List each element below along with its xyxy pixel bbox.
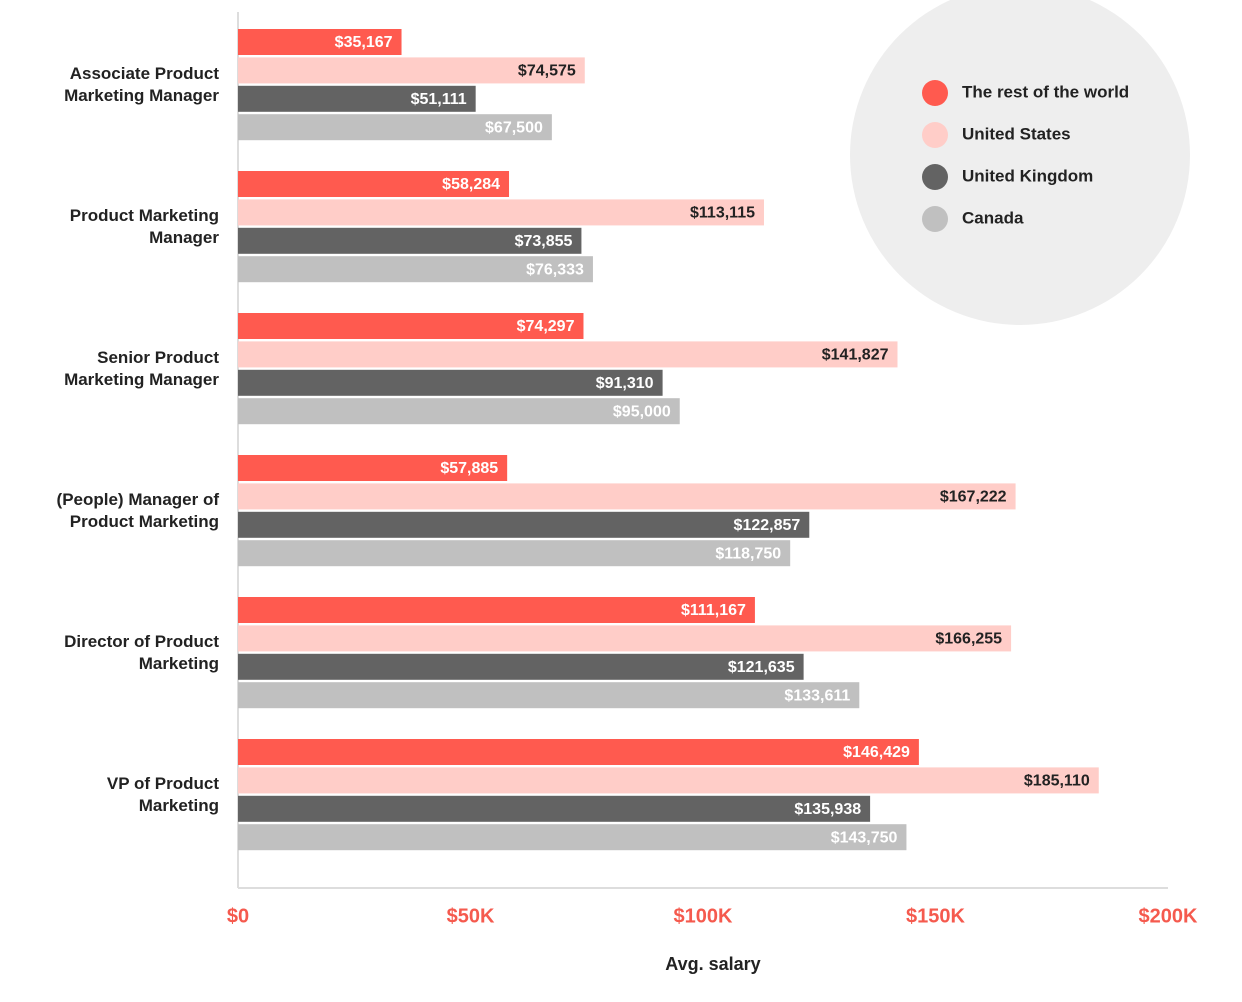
value-label: $141,827 [822,347,889,364]
value-label: $58,284 [442,176,500,193]
category-label: Associate Product Marketing Manager [64,63,219,105]
bar [238,341,898,368]
bar [238,29,402,55]
legend-label: United Kingdom [962,166,1093,185]
bar [238,540,791,567]
category-label: Director of Product Marketing [64,631,219,673]
value-label: $143,750 [831,829,898,846]
value-label: $35,167 [335,34,393,51]
bar [238,398,680,425]
value-label: $91,310 [596,375,654,392]
bar [238,795,871,822]
bar [238,455,508,481]
bar [238,597,755,623]
value-label: $118,750 [715,545,781,562]
bar [238,767,1099,794]
bar [238,824,907,851]
legend-label: United States [962,124,1071,143]
x-tick-label: $200K [1139,905,1198,927]
x-tick-label: $150K [906,905,965,927]
value-label: $51,111 [411,91,467,108]
bar [238,483,1016,510]
category-label: Senior Product Marketing Manager [64,347,219,389]
value-label: $121,635 [728,659,795,676]
value-label: $113,115 [690,205,755,222]
value-label: $95,000 [613,403,671,420]
value-label: $74,297 [517,318,575,335]
category-label: (People) Manager of Product Marketing [56,489,219,531]
value-label: $135,938 [794,801,861,818]
x-tick-label: $50K [447,905,495,927]
x-axis-label: Avg. salary [665,954,760,974]
value-label: $133,611 [784,687,850,704]
category-label: VP of Product Marketing [106,773,219,815]
bar [238,256,593,283]
legend-swatch [922,80,948,106]
bar [238,114,552,141]
bar [238,625,1012,652]
value-label: $167,222 [940,489,1007,506]
legend-label: Canada [962,208,1024,227]
value-label: $111,167 [681,602,746,619]
bar [238,369,663,396]
legend-label: The rest of the world [962,82,1129,101]
value-label: $73,855 [515,233,573,250]
value-label: $57,885 [440,460,498,477]
bar [238,171,510,197]
bar [238,739,919,765]
bar [238,57,585,84]
bar [238,227,582,254]
legend-swatch [922,122,948,148]
bar [238,199,764,226]
bar [238,85,476,112]
bar [238,682,860,709]
value-label: $74,575 [518,63,576,80]
legend-background [850,0,1190,325]
category-label: Product Marketing Manager [69,205,219,247]
bar [238,313,584,339]
value-label: $67,500 [485,119,543,136]
value-label: $122,857 [734,517,801,534]
legend-swatch [922,164,948,190]
x-tick-label: $0 [227,905,249,927]
value-label: $166,255 [935,631,1002,648]
x-tick-label: $100K [674,905,733,927]
value-label: $185,110 [1024,773,1090,790]
value-label: $146,429 [843,744,910,761]
bar [238,511,810,538]
legend-swatch [922,206,948,232]
value-label: $76,333 [526,261,584,278]
bar [238,653,804,680]
